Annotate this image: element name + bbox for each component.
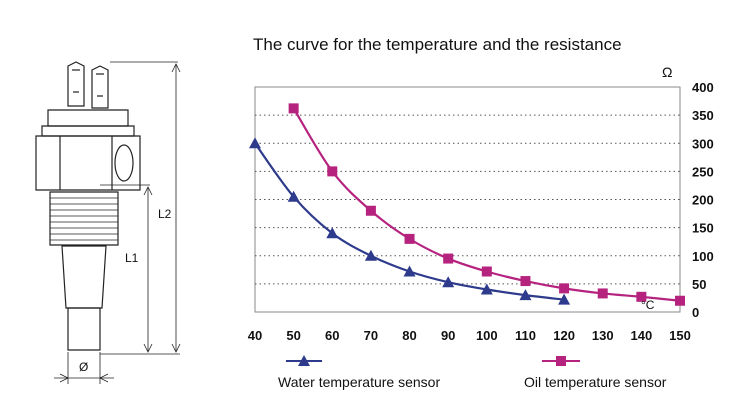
oil-data-point (404, 233, 415, 244)
x-tick-label: 40 (248, 328, 262, 343)
oil-data-point (288, 103, 299, 114)
legend-water-marker (286, 355, 322, 366)
y-tick-label: 200 (692, 193, 714, 208)
oil-data-point (636, 291, 647, 302)
water-data-point (403, 265, 416, 277)
x-tick-label: 120 (553, 328, 575, 343)
sensor-drawing (35, 61, 181, 384)
x-tick-label: 60 (325, 328, 339, 343)
water-data-point (480, 283, 493, 295)
y-tick-label: 250 (692, 164, 714, 179)
x-tick-label: 130 (592, 328, 614, 343)
series-layer (249, 103, 685, 306)
oil-data-point (365, 205, 376, 216)
x-tick-label: 100 (476, 328, 498, 343)
thread-lines (50, 197, 118, 241)
stem (61, 245, 107, 309)
x-tick-label: 50 (286, 328, 300, 343)
water-data-point (519, 289, 532, 301)
oil-data-point (443, 253, 454, 264)
y-tick-label: 50 (692, 277, 706, 292)
oil-data-point (597, 288, 608, 299)
hex-face (114, 144, 134, 182)
oil-data-point (481, 266, 492, 277)
terminal-left (67, 61, 85, 107)
y-tick-label: 0 (692, 305, 699, 320)
water-data-point (287, 190, 300, 202)
y-tick-label: 100 (692, 249, 714, 264)
probe-tip (67, 307, 101, 351)
y-tick-label: 300 (692, 136, 714, 151)
l1-arrow-top (143, 186, 153, 196)
water-series (249, 137, 571, 305)
x-tick-label: 140 (631, 328, 653, 343)
diameter-arrow-right (99, 373, 109, 383)
legend-oil-marker (542, 356, 580, 366)
x-tick-label: 110 (515, 328, 536, 343)
water-data-point (249, 137, 261, 149)
oil-data-point (559, 283, 570, 294)
oil-data-point (675, 295, 685, 306)
legend-water-label: Water temperature sensor (278, 374, 440, 390)
x-tick-label: 90 (441, 328, 455, 343)
legend-oil-marker-shape (556, 356, 566, 366)
hex-body (35, 135, 141, 191)
oil-series (288, 103, 685, 306)
l2-label: L2 (158, 207, 172, 221)
collar (41, 125, 135, 137)
y-tick-label: 350 (692, 108, 714, 123)
terminal-right (91, 65, 109, 109)
diameter-arrow-left (59, 373, 69, 383)
water-data-point (558, 293, 571, 305)
water-data-point (326, 227, 339, 239)
y-tick-label: 150 (692, 221, 714, 236)
water-data-point (364, 249, 377, 261)
l1-label: L1 (125, 251, 139, 265)
oil-data-point (520, 276, 531, 287)
chart-title: The curve for the temperature and the re… (253, 35, 622, 54)
x-tick-labels: 40 50 60 70 80 90 100 110 120 130 140 150 (248, 328, 691, 343)
oil-data-point (327, 166, 338, 177)
x-tick-label: 70 (364, 328, 378, 343)
terminal-base (47, 109, 129, 127)
x-tick-label: 150 (669, 328, 691, 343)
x-tick-label: 80 (402, 328, 416, 343)
y-unit-label: Ω (662, 64, 672, 80)
x-unit-label: °C (641, 298, 655, 312)
legend-oil-label: Oil temperature sensor (524, 374, 667, 390)
y-tick-labels: 0 50 100 150 200 250 300 350 400 (692, 80, 714, 320)
l2-arrow-top (171, 63, 181, 73)
diameter-label: Ø (79, 360, 88, 374)
gridlines (255, 114, 680, 285)
l2-arrow-bottom (171, 343, 181, 353)
legend-water-marker-shape (298, 355, 310, 366)
thread-body (49, 191, 119, 246)
l1-arrow-bottom (143, 343, 153, 353)
water-data-point (442, 276, 455, 288)
legend: Water temperature sensor Oil temperature… (278, 355, 667, 390)
y-tick-label: 400 (692, 80, 714, 95)
